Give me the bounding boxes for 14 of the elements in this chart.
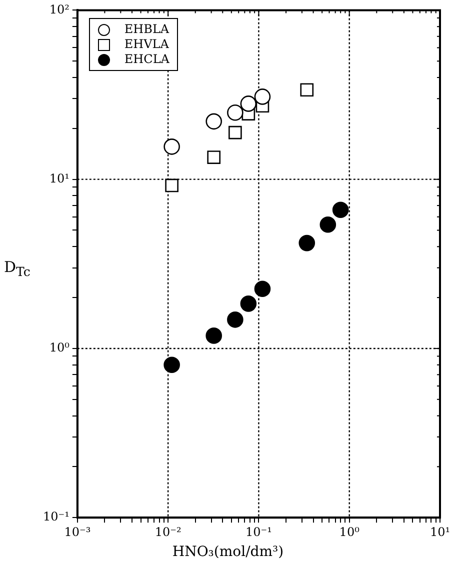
y-tick-label: 10¹	[49, 171, 70, 186]
y-tick-label: 10⁻¹	[42, 510, 70, 524]
legend-label: EHCLA	[124, 52, 170, 68]
y-axis-title: D$_{Tc}$	[4, 258, 30, 279]
x-tick-label: 10⁻²	[154, 524, 182, 539]
x-tick-label: 10⁻³	[64, 524, 91, 539]
x-tick-label: 10¹	[430, 524, 450, 539]
y-tick-label: 10⁰	[49, 340, 70, 355]
legend-label: EHBLA	[124, 22, 170, 38]
y-tick-label: 10²	[49, 2, 70, 16]
x-axis-title: HNO₃(mol/dm³)	[171, 544, 285, 560]
x-tick-label: 10⁰	[339, 524, 360, 539]
x-tick-label: 10⁻¹	[245, 524, 272, 539]
legend-label: EHVLA	[124, 37, 169, 52]
